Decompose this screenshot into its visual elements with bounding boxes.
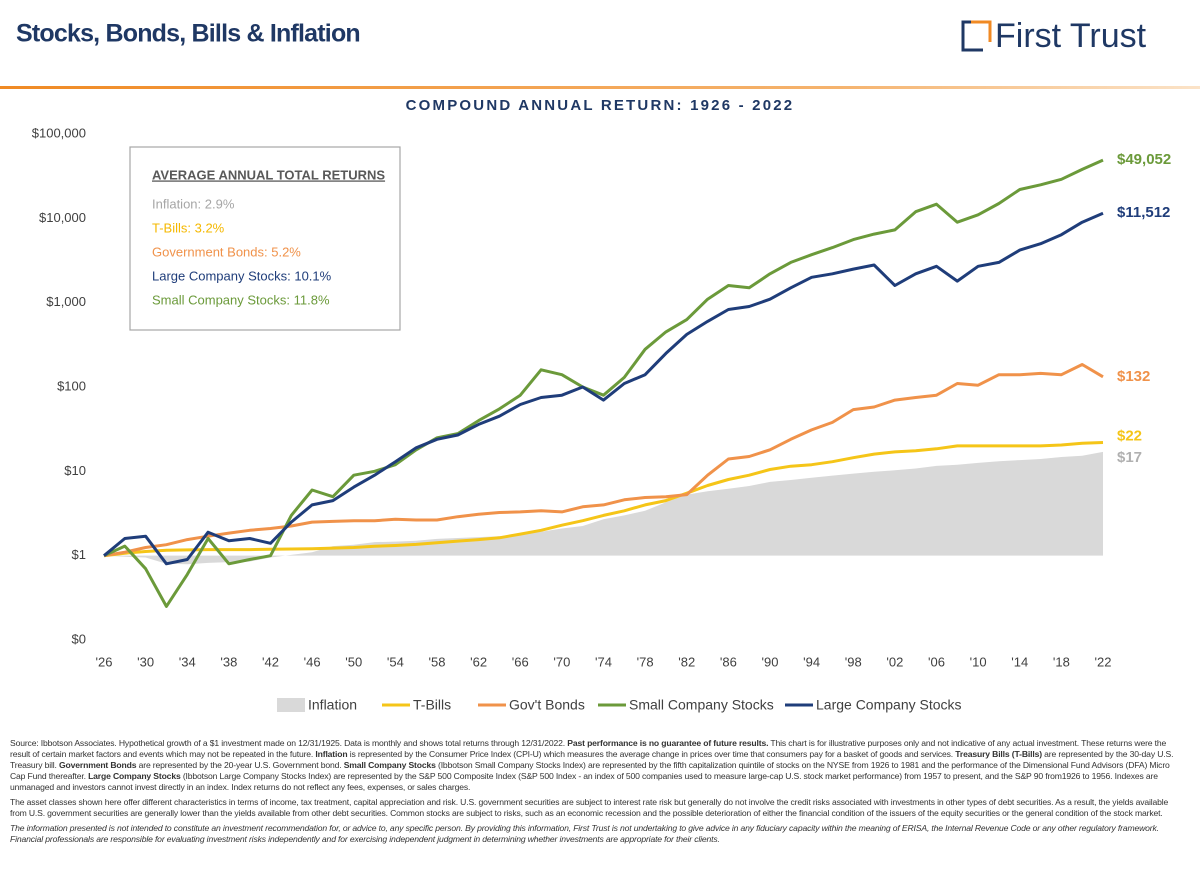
inset-item: Inflation: 2.9% xyxy=(152,196,235,211)
x-tick-label: '82 xyxy=(678,654,695,669)
line xyxy=(103,363,1104,558)
x-tick-label: '18 xyxy=(1053,654,1070,669)
footnote-part: (Ibbotson Large Company Stocks Index) ar… xyxy=(10,771,1158,792)
legend-swatch xyxy=(277,698,305,712)
legend-label: Large Company Stocks xyxy=(816,697,962,713)
footnote-part: Treasury Bills (T-Bills) xyxy=(955,749,1042,759)
y-tick-label: $100 xyxy=(57,378,86,393)
footnote-source: Source: Ibbotson Associates. Hypothetica… xyxy=(10,738,1186,793)
x-tick-label: '90 xyxy=(762,654,779,669)
x-tick-label: '62 xyxy=(470,654,487,669)
x-tick-label: '34 xyxy=(179,654,196,669)
inset-title: AVERAGE ANNUAL TOTAL RETURNS xyxy=(152,167,385,182)
footnotes: Source: Ibbotson Associates. Hypothetica… xyxy=(10,738,1186,849)
line xyxy=(103,441,1104,558)
page-title: Stocks, Bonds, Bills & Inflation xyxy=(16,20,360,48)
end-label: $132 xyxy=(1117,368,1150,385)
footnote-part: (Ibbotson Small Company Stocks Index) ar… xyxy=(10,760,1170,781)
inset-item: Government Bonds: 5.2% xyxy=(152,244,301,259)
x-tick-label: '14 xyxy=(1011,654,1028,669)
inset-item: T-Bills: 3.2% xyxy=(152,220,225,235)
x-tick-label: '94 xyxy=(803,654,820,669)
area xyxy=(104,451,1103,565)
x-tick-label: '46 xyxy=(304,654,321,669)
footnote-part: Source: Ibbotson Associates. Hypothetica… xyxy=(10,738,568,748)
chart: Stocks, Bonds, Bills & Inflation First T… xyxy=(0,17,1200,713)
x-tick-label: '10 xyxy=(970,654,987,669)
legend-label: Inflation xyxy=(308,697,357,713)
inset-item: Small Company Stocks: 11.8% xyxy=(152,292,330,307)
x-tick-label: '66 xyxy=(512,654,529,669)
inset-box xyxy=(129,146,401,331)
y-tick-label: $10,000 xyxy=(39,210,86,225)
x-tick-label: '02 xyxy=(886,654,903,669)
y-tick-label: $100,000 xyxy=(32,125,86,140)
footnote-part: Government Bonds xyxy=(59,760,137,770)
x-tick-label: '42 xyxy=(262,654,279,669)
footnote-part: is represented by the Consumer Price Ind… xyxy=(347,749,956,759)
x-tick-label: '22 xyxy=(1095,654,1112,669)
footnote-part: This chart is for illustrative purposes … xyxy=(10,738,1167,759)
x-tick-label: '50 xyxy=(345,654,362,669)
x-tick-label: '70 xyxy=(553,654,570,669)
legend-label: T-Bills xyxy=(413,697,451,713)
x-tick-label: '78 xyxy=(637,654,654,669)
footnote-part: Large Company Stocks xyxy=(88,771,181,781)
end-label: $22 xyxy=(1117,427,1142,444)
end-label: $17 xyxy=(1117,449,1142,466)
logo-corner xyxy=(971,20,992,42)
end-label: $49,052 xyxy=(1117,151,1171,168)
x-tick-label: '98 xyxy=(845,654,862,669)
x-tick-label: '54 xyxy=(387,654,404,669)
y-tick-label: $10 xyxy=(64,463,86,478)
footnote-risk: The asset classes shown here offer diffe… xyxy=(10,797,1169,818)
logo: First Trust xyxy=(961,17,1147,55)
logo-text: First Trust xyxy=(995,17,1147,55)
x-tick-label: '26 xyxy=(96,654,113,669)
y-tick-label: $1 xyxy=(72,547,86,562)
header-rule xyxy=(0,86,1200,89)
inset-item: Large Company Stocks: 10.1% xyxy=(152,268,332,283)
legend-label: Gov't Bonds xyxy=(509,697,585,713)
line xyxy=(103,211,1104,566)
x-tick-label: '74 xyxy=(595,654,612,669)
footnote-part: are represented by the 30-day U.S. Treas… xyxy=(10,749,1174,770)
logo-bracket xyxy=(961,20,983,52)
chart-title: COMPOUND ANNUAL RETURN: 1926 - 2022 xyxy=(406,97,795,114)
footnote-part: Past performance is no guarantee of futu… xyxy=(567,738,769,748)
x-tick-label: '30 xyxy=(137,654,154,669)
footnote-part: Inflation xyxy=(315,749,348,759)
end-label: $11,512 xyxy=(1117,204,1170,221)
x-tick-label: '06 xyxy=(928,654,945,669)
legend-label: Small Company Stocks xyxy=(629,697,774,713)
y-tick-label: $0 xyxy=(72,631,86,646)
footnote-disclaimer: The information presented is not intende… xyxy=(10,823,1159,844)
line xyxy=(103,158,1104,608)
footnote-part: are represented by the 20-year U.S. Gove… xyxy=(136,760,344,770)
x-tick-label: '86 xyxy=(720,654,737,669)
x-tick-label: '38 xyxy=(220,654,237,669)
y-tick-label: $1,000 xyxy=(46,294,86,309)
x-tick-label: '58 xyxy=(429,654,446,669)
footnote-part: Small Company Stocks xyxy=(343,760,436,770)
